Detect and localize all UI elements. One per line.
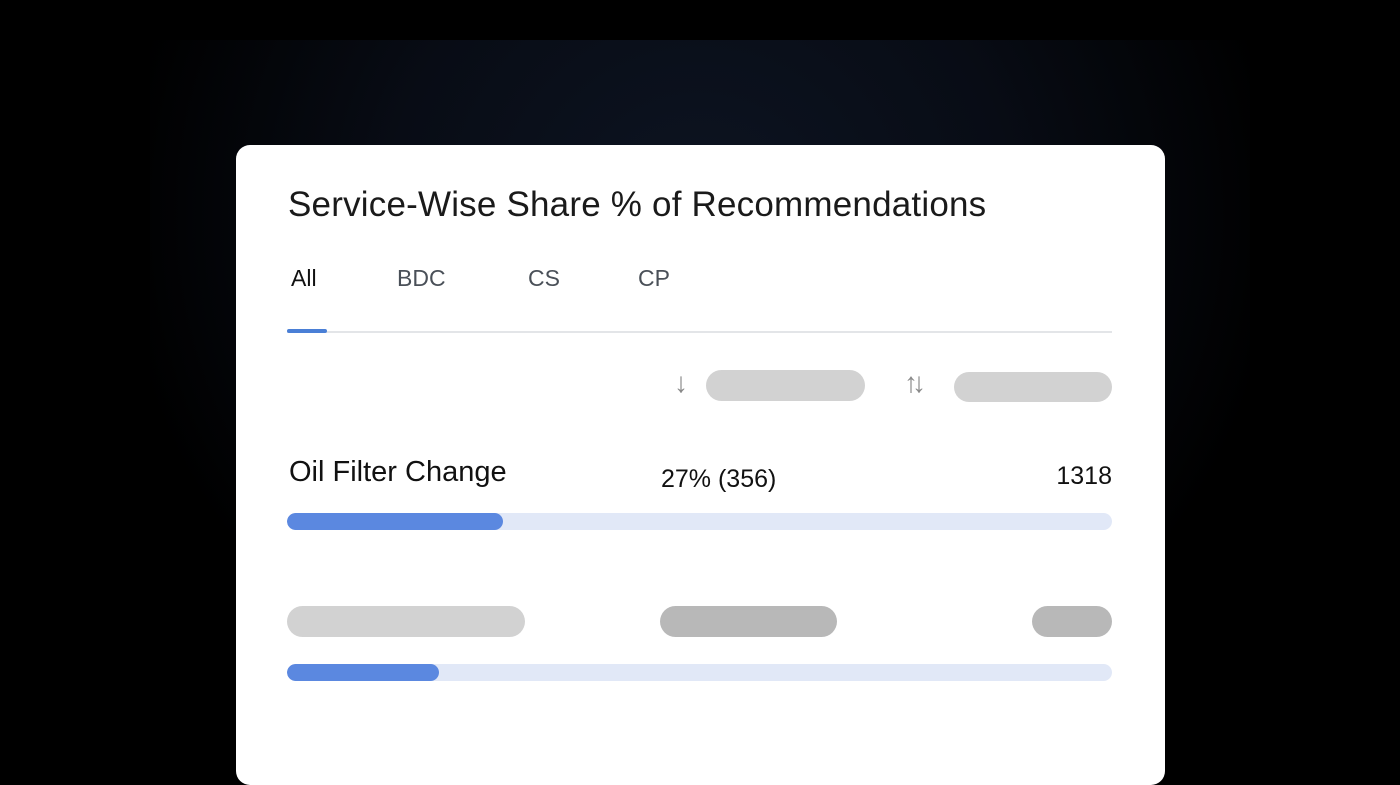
service-total: 1318 xyxy=(1056,462,1112,490)
progress-track xyxy=(287,513,1112,530)
service-share: 27% (356) xyxy=(661,465,777,493)
tab-cs[interactable]: CS xyxy=(528,265,560,291)
toggle-control-placeholder[interactable] xyxy=(954,372,1112,402)
service-name-placeholder xyxy=(287,606,525,637)
swap-vertical-icon[interactable]: ↑↓ xyxy=(904,367,926,398)
service-name: Oil Filter Change xyxy=(289,456,507,488)
progress-fill xyxy=(287,513,504,530)
tab-bar: All BDC CS CP xyxy=(287,265,1112,333)
service-share-placeholder xyxy=(660,606,837,637)
tab-bdc[interactable]: BDC xyxy=(397,265,446,291)
sort-control-placeholder[interactable] xyxy=(706,370,865,401)
card-title: Service-Wise Share % of Recommendations xyxy=(288,185,987,224)
progress-track xyxy=(287,664,1112,681)
progress-fill xyxy=(287,664,440,681)
active-tab-indicator xyxy=(287,329,327,333)
tab-all[interactable]: All xyxy=(291,265,317,291)
tab-cp[interactable]: CP xyxy=(638,265,670,291)
arrow-down-icon[interactable]: ↓ xyxy=(674,367,688,398)
recommendations-card: Service-Wise Share % of Recommendations … xyxy=(236,145,1165,785)
service-total-placeholder xyxy=(1032,606,1112,637)
